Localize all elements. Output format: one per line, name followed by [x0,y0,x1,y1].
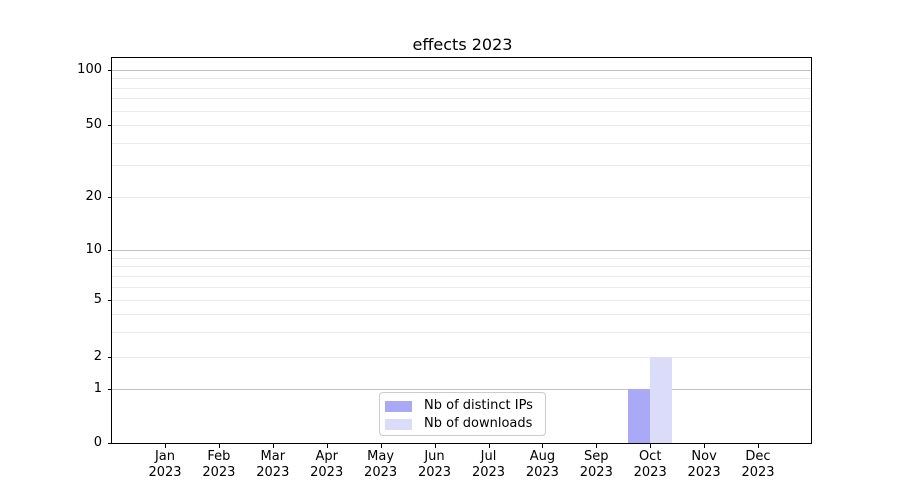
x-tick-year: 2023 [525,465,559,480]
x-tick-mark [650,444,652,448]
y-tick-label: 0 [93,435,102,450]
x-tick-label-jun: Jun 2023 [403,449,467,481]
x-tick-year: 2023 [417,465,452,480]
x-tick-month: Feb [207,449,231,464]
y-tick-mark [108,300,112,301]
y-gridline-minor [112,78,811,80]
x-tick-month: Oct [638,449,662,464]
chart-title: effects 2023 [412,35,513,54]
x-tick-year: 2023 [633,465,667,480]
x-tick-label-jul: Jul 2023 [457,449,521,481]
x-tick-label-mar: Mar 2023 [241,449,305,481]
x-tick-mark [272,444,274,448]
x-tick-year: 2023 [364,465,398,480]
y-gridline-minor [112,110,811,112]
y-gridline-minor [112,313,811,315]
legend-item-downloads: Nb of downloads [385,415,537,433]
x-tick-label-apr: Apr 2023 [295,449,359,481]
x-tick-label-may: May 2023 [349,449,413,481]
y-tick-label: 100 [77,62,102,77]
legend-item-distinct-ips: Nb of distinct IPs [385,397,537,415]
y-gridline-major [112,70,811,71]
x-tick-month: May [367,449,395,464]
y-tick-mark [108,70,112,71]
x-tick-mark [758,444,759,448]
x-tick-month: Dec [745,449,771,464]
x-tick-year: 2023 [471,465,506,480]
y-gridline-minor [112,331,811,333]
y-gridline-minor [112,142,811,144]
plot-area [111,57,812,444]
y-gridline-minor [112,266,811,268]
x-tick-mark [434,444,436,448]
y-tick-mark [108,125,112,126]
y-tick-label: 50 [85,117,102,132]
y-tick-label: 1 [93,381,102,396]
y-gridline-minor [112,357,811,358]
bar-distinct-ips-oct [628,389,650,443]
x-tick-year: 2023 [310,465,344,480]
x-tick-year: 2023 [741,465,775,480]
x-tick-month: Jan [154,449,176,464]
y-gridline-minor [112,275,811,277]
y-tick-mark [108,443,112,444]
y-gridline-major [112,389,811,390]
y-gridline-minor [112,165,811,167]
y-tick-mark [108,197,112,198]
x-tick-mark [542,444,544,448]
y-gridline-minor [112,125,811,126]
y-tick-label: 20 [85,189,102,204]
x-tick-label-oct: Oct 2023 [618,449,682,481]
x-tick-mark [165,444,166,448]
y-tick-mark [108,357,112,358]
x-tick-label-aug: Aug 2023 [510,449,574,481]
x-tick-mark [596,444,598,448]
x-tick-mark [488,444,490,448]
x-tick-year: 2023 [148,465,182,480]
legend-swatch-downloads [385,418,412,430]
x-tick-month: Sep [584,449,609,464]
y-tick-label: 2 [93,349,102,364]
legend-label-distinct-ips: Nb of distinct IPs [424,398,533,413]
y-tick-mark [108,389,112,390]
legend-label-downloads: Nb of downloads [424,416,533,431]
y-gridline-minor [112,257,811,259]
x-tick-year: 2023 [687,465,721,480]
x-tick-month: Aug [529,449,556,464]
x-tick-label-nov: Nov 2023 [672,449,736,481]
y-gridline-minor [112,98,811,100]
y-gridline-minor [112,286,811,288]
x-tick-label-sep: Sep 2023 [564,449,628,481]
x-tick-year: 2023 [202,465,236,480]
x-tick-month: Apr [315,449,338,464]
x-tick-mark [380,444,382,448]
legend-swatch-distinct-ips [385,400,412,412]
x-tick-mark [218,444,220,448]
legend: Nb of distinct IPs Nb of downloads [379,392,546,436]
y-tick-mark [108,250,112,251]
y-gridline-minor [112,300,811,301]
bar-downloads-oct [650,357,672,443]
x-tick-label-feb: Feb 2023 [187,449,251,481]
x-tick-year: 2023 [256,465,290,480]
x-tick-label-jan: Jan 2023 [133,449,197,481]
y-gridline-major [112,250,811,251]
x-tick-month: Nov [691,449,717,464]
y-tick-label: 5 [93,292,102,307]
x-tick-month: Jul [480,449,497,464]
y-tick-label: 10 [85,242,102,257]
x-tick-year: 2023 [579,465,613,480]
y-gridline-minor [112,197,811,198]
x-tick-label-dec: Dec 2023 [726,449,790,481]
x-tick-mark [704,444,706,448]
y-gridline-minor [112,87,811,89]
x-tick-mark [326,444,328,448]
x-tick-month: Jun [424,449,445,464]
x-tick-month: Mar [260,449,286,464]
